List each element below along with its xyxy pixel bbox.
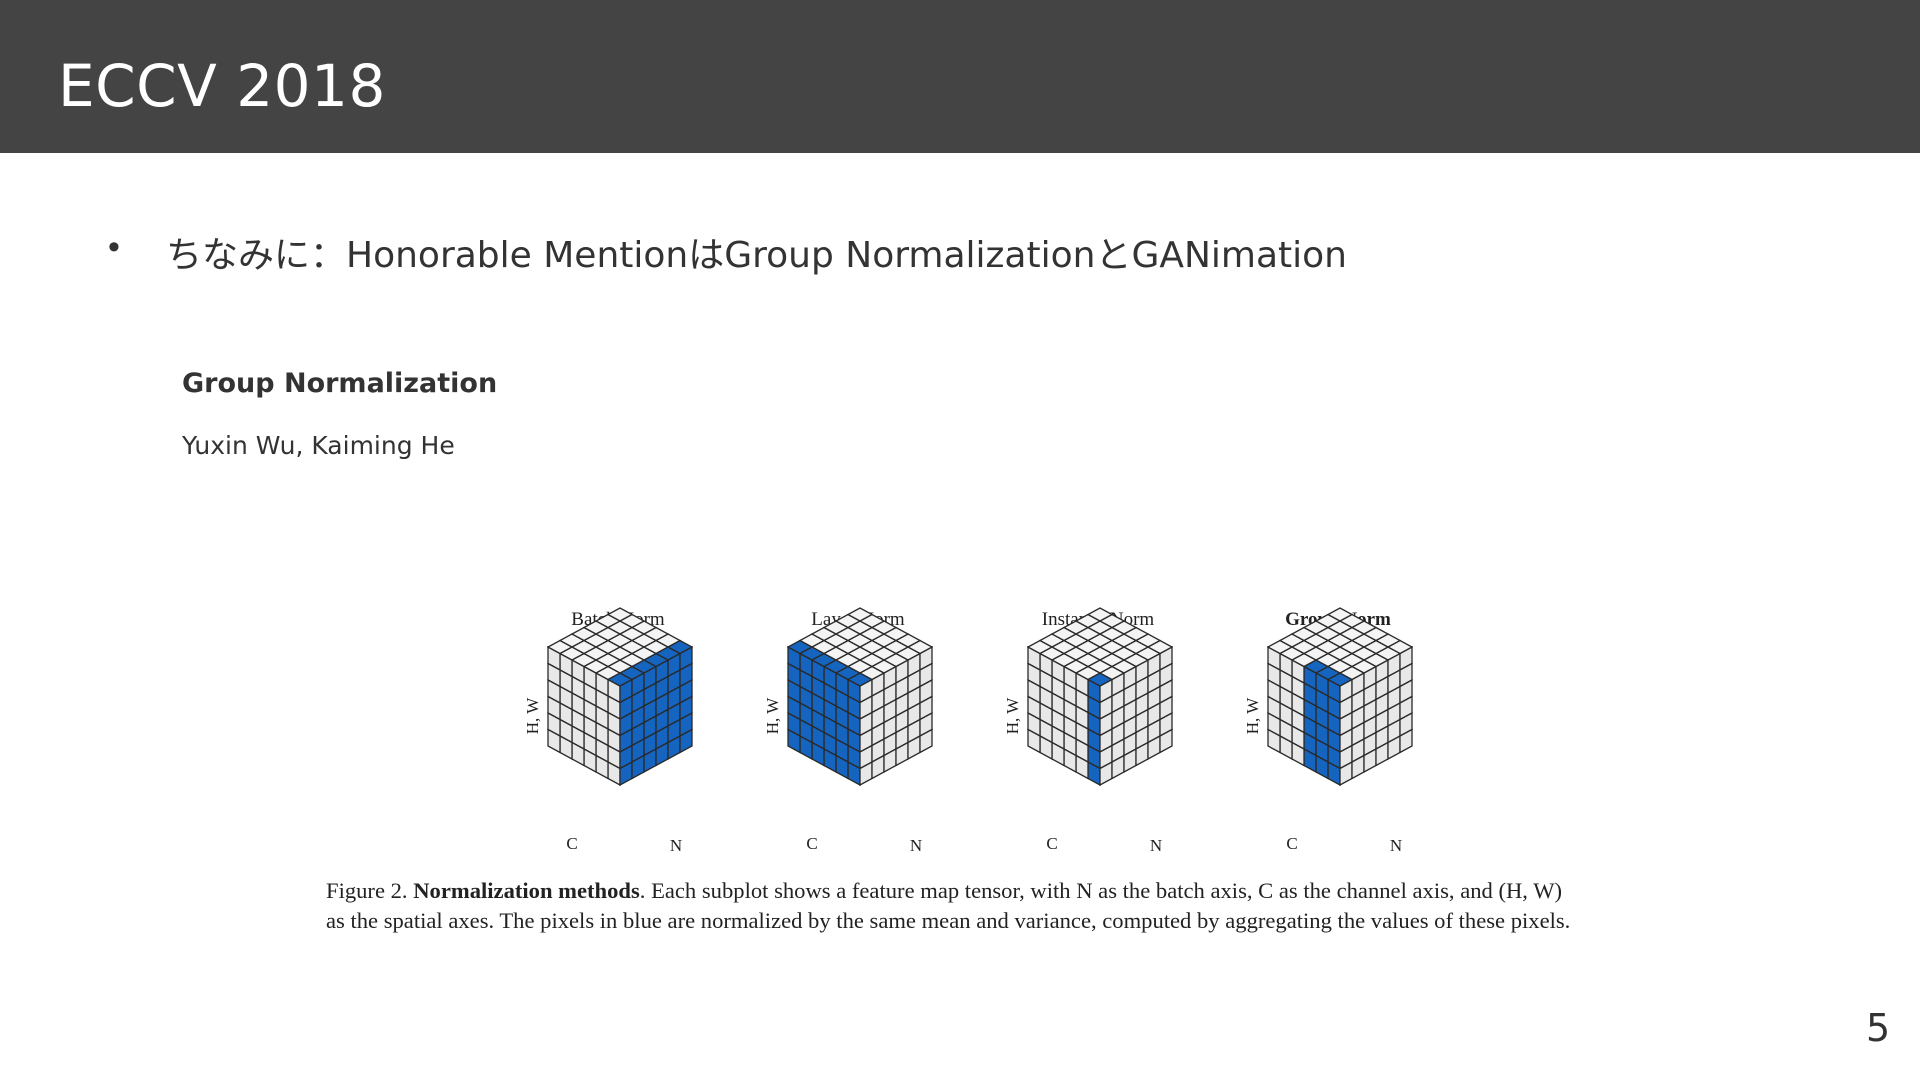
bullet-text: ちなみに：Honorable MentionはGroup Normalizati… <box>166 235 1347 276</box>
left-face-cell <box>787 728 801 754</box>
axis-c-label: C <box>1286 834 1297 853</box>
axis-c-label: C <box>1046 834 1057 853</box>
top-face-cell <box>1086 607 1114 622</box>
axis-c-label: C <box>806 834 817 853</box>
bullet-marker: • <box>108 228 120 266</box>
right-face-cell <box>679 728 693 754</box>
page-number: 5 <box>1866 1006 1891 1050</box>
right-face-cell <box>1159 728 1173 754</box>
top-face-cell <box>1326 607 1354 622</box>
axis-hw-label: H, W <box>1003 697 1022 734</box>
paper-authors: Yuxin Wu, Kaiming He <box>182 431 455 460</box>
left-face-cell <box>547 728 561 754</box>
caption-line-2: as the spatial axes. The pixels in blue … <box>326 908 1571 933</box>
axis-n-label: N <box>1390 836 1402 855</box>
right-face-cell <box>919 728 933 754</box>
left-face-cell <box>1027 728 1041 754</box>
slide-title: ECCV 2018 <box>58 52 386 120</box>
axis-hw-label: H, W <box>1243 697 1262 734</box>
caption-line-1: Figure 2. Normalization methods. Each su… <box>326 876 1676 906</box>
axis-hw-label: H, W <box>523 697 542 734</box>
right-face-cell <box>1399 728 1413 754</box>
axis-n-label: N <box>1150 836 1162 855</box>
axis-hw-label: H, W <box>763 697 782 734</box>
figure-caption: Figure 2. Normalization methods. Each su… <box>326 876 1676 936</box>
top-face-cell <box>606 607 634 622</box>
caption-rest: . Each subplot shows a feature map tenso… <box>639 878 1563 903</box>
axis-n-label: N <box>910 836 922 855</box>
top-face-cell <box>846 607 874 622</box>
slide-header: ECCV 2018 <box>0 0 1920 153</box>
paper-title: Group Normalization <box>182 368 498 399</box>
axis-c-label: C <box>566 834 577 853</box>
left-face-cell <box>1267 728 1281 754</box>
caption-bold: Normalization methods <box>413 878 640 903</box>
caption-prefix: Figure 2. <box>326 878 414 903</box>
axis-n-label: N <box>670 836 682 855</box>
